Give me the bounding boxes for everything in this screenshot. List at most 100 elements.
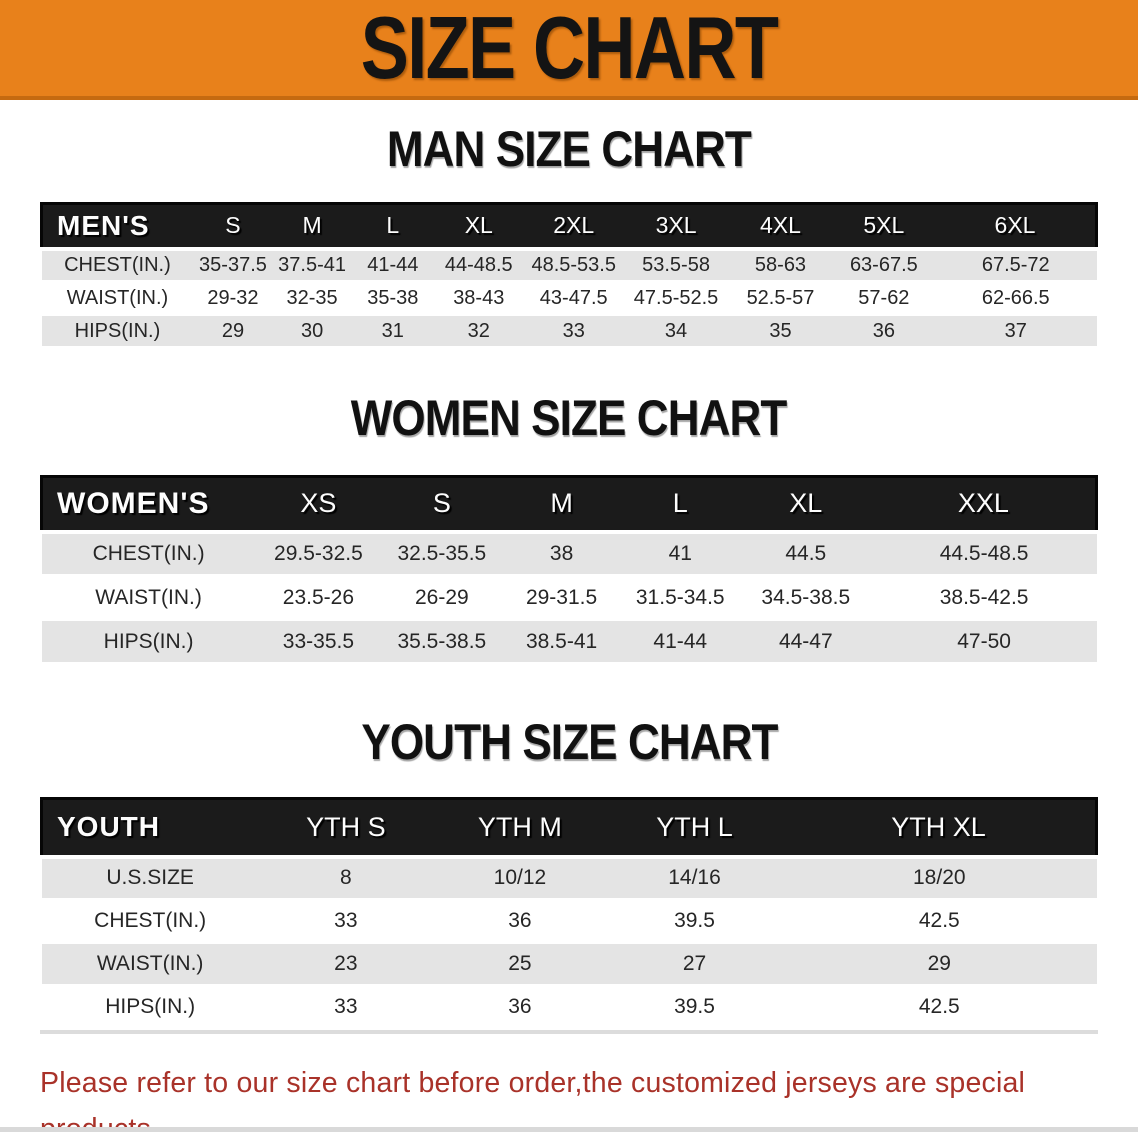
- size-value-cell: 32-35: [272, 281, 352, 316]
- banner: SIZE CHART: [0, 0, 1138, 100]
- size-value-cell: 63-67.5: [832, 246, 936, 283]
- size-value-cell: 31.5-34.5: [620, 575, 740, 621]
- size-value-cell: 47-50: [871, 619, 1097, 665]
- size-value-cell: 44-48.5: [433, 246, 524, 283]
- size-value-cell: 35.5-38.5: [381, 619, 503, 665]
- size-value-cell: 30: [272, 314, 352, 349]
- footer-note: Please refer to our size chart before or…: [40, 1060, 1100, 1132]
- size-value-cell: 47.5-52.5: [623, 281, 729, 316]
- row-label-cell: CHEST(IN.): [41, 246, 194, 283]
- size-value-cell: 43-47.5: [523, 281, 624, 316]
- size-value-cell: 35-38: [351, 281, 434, 316]
- bottom-divider: [0, 1127, 1138, 1132]
- size-value-cell: 57-62: [832, 281, 936, 316]
- size-value-cell: 36: [832, 314, 936, 349]
- size-value-cell: 44.5-48.5: [871, 529, 1097, 577]
- column-header-cell: YTH L: [606, 797, 783, 858]
- size-value-cell: 25: [432, 942, 607, 987]
- table-row: HIPS(IN.) 33 36 39.5 42.5: [41, 985, 1097, 1030]
- column-header-cell: XXL: [871, 475, 1098, 533]
- size-value-cell: 29.5-32.5: [255, 529, 382, 577]
- column-header-cell: 4XL: [728, 202, 833, 250]
- table-row: HIPS(IN.) 29 30 31 32 33 34 35 36 37: [41, 314, 1097, 349]
- row-label-cell: HIPS(IN.): [41, 985, 259, 1030]
- size-value-cell: 33-35.5: [255, 619, 382, 665]
- size-value-cell: 42.5: [782, 899, 1097, 944]
- size-value-cell: 27: [606, 942, 783, 987]
- men-section-heading-text: MAN SIZE CHART: [386, 121, 752, 177]
- size-value-cell: 52.5-57: [728, 281, 833, 316]
- column-header-cell: M: [502, 475, 621, 533]
- column-header-cell: 5XL: [832, 202, 936, 250]
- column-header-cell: 3XL: [623, 202, 729, 250]
- size-value-cell: 67.5-72: [935, 246, 1097, 283]
- men-section-heading: MAN SIZE CHART: [0, 120, 1138, 178]
- column-header-cell: S: [381, 475, 503, 533]
- column-header-cell: YTH S: [258, 797, 433, 858]
- banner-title: SIZE CHART: [360, 0, 779, 97]
- size-value-cell: 38-43: [433, 281, 524, 316]
- row-label-cell: CHEST(IN.): [41, 899, 259, 944]
- size-value-cell: 44.5: [739, 529, 872, 577]
- size-value-cell: 37: [935, 314, 1097, 349]
- size-value-cell: 39.5: [606, 899, 783, 944]
- size-value-cell: 42.5: [782, 985, 1097, 1030]
- size-value-cell: 29: [193, 314, 273, 349]
- column-header-cell: YTH XL: [782, 797, 1099, 858]
- size-value-cell: 38.5-41: [502, 619, 621, 665]
- size-value-cell: 38: [502, 529, 621, 577]
- youth-section-heading-text: YOUTH SIZE CHART: [360, 714, 778, 770]
- women-size-table: WOMEN'S XS S M L XL XXL CHEST(IN.) 29.5-…: [39, 475, 1098, 665]
- women-section-heading-text: WOMEN SIZE CHART: [351, 390, 788, 446]
- size-value-cell: 18/20: [782, 854, 1097, 901]
- row-label-cell: U.S.SIZE: [41, 854, 259, 901]
- size-value-cell: 23.5-26: [255, 575, 382, 621]
- column-header-cell: XL: [433, 202, 524, 250]
- table-row: WAIST(IN.) 23.5-26 26-29 29-31.5 31.5-34…: [41, 575, 1097, 621]
- table-row: CHEST(IN.) 33 36 39.5 42.5: [41, 899, 1097, 944]
- youth-size-table: YOUTH YTH S YTH M YTH L YTH XL U.S.SIZE …: [39, 797, 1099, 1030]
- table-row: WAIST(IN.) 23 25 27 29: [41, 942, 1097, 987]
- column-header-cell: 6XL: [935, 202, 1099, 250]
- size-value-cell: 14/16: [606, 854, 783, 901]
- row-label-cell: WAIST(IN.): [41, 942, 259, 987]
- youth-table-title: YOUTH: [39, 797, 259, 858]
- column-header-cell: L: [351, 202, 434, 250]
- size-value-cell: 33: [258, 899, 433, 944]
- size-value-cell: 23: [258, 942, 433, 987]
- size-value-cell: 34: [623, 314, 729, 349]
- size-value-cell: 29-32: [193, 281, 273, 316]
- youth-header-row: YOUTH YTH S YTH M YTH L YTH XL: [39, 797, 1099, 858]
- row-label-cell: WAIST(IN.): [41, 281, 194, 316]
- row-label-cell: CHEST(IN.): [41, 529, 256, 577]
- size-value-cell: 35: [728, 314, 833, 349]
- row-label-cell: WAIST(IN.): [41, 575, 256, 621]
- size-value-cell: 48.5-53.5: [523, 246, 624, 283]
- size-value-cell: 53.5-58: [623, 246, 729, 283]
- table-row: U.S.SIZE 8 10/12 14/16 18/20: [41, 854, 1097, 901]
- size-value-cell: 32.5-35.5: [381, 529, 503, 577]
- youth-section-heading: YOUTH SIZE CHART: [0, 713, 1138, 771]
- size-value-cell: 8: [258, 854, 433, 901]
- men-size-table: MEN'S S M L XL 2XL 3XL 4XL 5XL 6XL CHEST…: [40, 202, 1099, 349]
- size-value-cell: 41-44: [351, 246, 434, 283]
- size-value-cell: 58-63: [728, 246, 833, 283]
- row-label-cell: HIPS(IN.): [41, 619, 256, 665]
- size-value-cell: 29-31.5: [502, 575, 621, 621]
- size-value-cell: 10/12: [432, 854, 607, 901]
- column-header-cell: XS: [255, 475, 382, 533]
- column-header-cell: XL: [739, 475, 872, 533]
- table-row: HIPS(IN.) 33-35.5 35.5-38.5 38.5-41 41-4…: [41, 619, 1097, 665]
- size-value-cell: 34.5-38.5: [739, 575, 872, 621]
- women-header-row: WOMEN'S XS S M L XL XXL: [39, 475, 1098, 533]
- women-section-heading: WOMEN SIZE CHART: [0, 389, 1138, 447]
- men-header-row: MEN'S S M L XL 2XL 3XL 4XL 5XL 6XL: [40, 202, 1099, 250]
- men-table-title: MEN'S: [40, 202, 194, 250]
- size-value-cell: 31: [351, 314, 434, 349]
- column-header-cell: M: [272, 202, 352, 250]
- size-value-cell: 38.5-42.5: [871, 575, 1097, 621]
- size-value-cell: 36: [432, 985, 607, 1030]
- size-value-cell: 44-47: [739, 619, 872, 665]
- column-header-cell: 2XL: [523, 202, 624, 250]
